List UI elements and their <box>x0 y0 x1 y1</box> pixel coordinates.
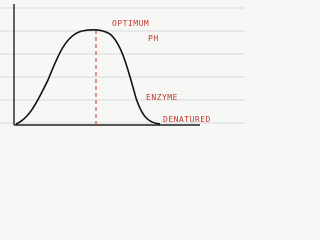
ph-label: PH <box>148 34 159 43</box>
optimum-label: OPTIMUM <box>112 19 149 28</box>
enzyme-curve <box>15 28 161 125</box>
denatured-label: DENATURED <box>163 115 211 124</box>
page: OPTIMUM PH ENZYME DENATURED (() => { con… <box>0 4 245 126</box>
sketch: OPTIMUM PH ENZYME DENATURED <box>0 4 245 126</box>
enzyme-label: ENZYME <box>146 93 178 102</box>
